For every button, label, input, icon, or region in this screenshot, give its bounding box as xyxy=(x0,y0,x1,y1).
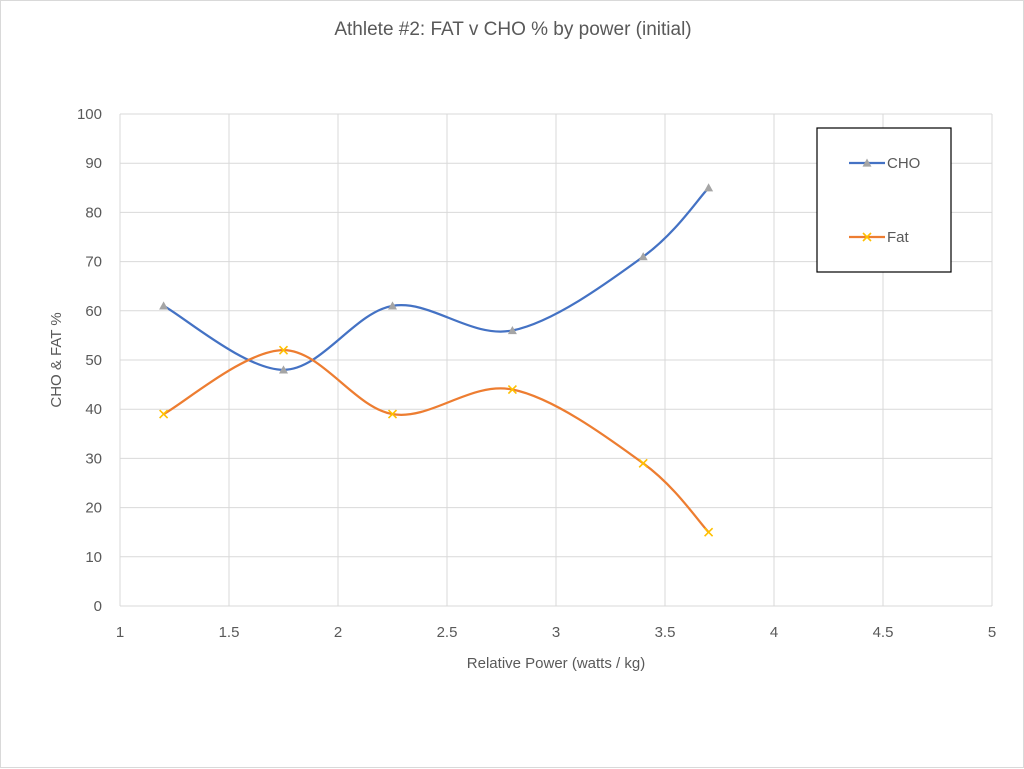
data-point-cho xyxy=(159,301,169,310)
x-tick-label: 3 xyxy=(552,624,560,641)
x-tick-label: 1.5 xyxy=(219,624,240,641)
y-tick-label: 50 xyxy=(85,352,102,369)
series-line-cho xyxy=(163,187,710,371)
data-point-fat xyxy=(638,458,648,468)
chart-title: Athlete #2: FAT v CHO % by power (initia… xyxy=(334,19,691,40)
series-line-fat xyxy=(163,349,710,533)
y-tick-label: 40 xyxy=(85,401,102,418)
y-axis-title: CHO & FAT % xyxy=(48,312,65,407)
y-tick-label: 100 xyxy=(77,106,102,123)
legend: CHO Fat xyxy=(816,127,952,273)
data-point-cho xyxy=(704,183,714,192)
x-tick-label: 4 xyxy=(770,624,778,641)
x-tick-label: 2 xyxy=(334,624,342,641)
legend-box xyxy=(816,127,952,273)
data-point-cho xyxy=(279,365,288,374)
data-point-cho xyxy=(507,325,517,335)
x-tick-label: 1 xyxy=(116,624,124,641)
legend-label-cho: CHO xyxy=(887,155,920,172)
y-tick-label: 30 xyxy=(85,450,102,467)
y-tick-label: 90 xyxy=(85,155,102,172)
tick-labels: 0 10 20 30 40 50 60 70 80 90 100 1 1.5 2 2.5 3 3.5 4 4.5 5 xyxy=(77,106,996,641)
y-tick-label: 20 xyxy=(85,500,102,517)
legend-label-fat: Fat xyxy=(887,229,910,246)
data-point-fat xyxy=(507,384,517,395)
y-tick-label: 0 xyxy=(94,598,102,615)
data-point-cho xyxy=(638,252,648,261)
y-tick-label: 80 xyxy=(85,204,102,221)
x-tick-label: 3.5 xyxy=(655,624,676,641)
y-tick-label: 60 xyxy=(85,303,102,320)
data-point-fat xyxy=(387,409,398,419)
data-point-cho xyxy=(388,301,397,310)
x-tick-label: 2.5 xyxy=(437,624,458,641)
data-point-fat xyxy=(278,345,289,355)
data-point-fat xyxy=(159,409,169,419)
series-layer xyxy=(159,183,714,537)
legend-marker-cho xyxy=(862,158,872,167)
x-axis-title: Relative Power (watts / kg) xyxy=(467,655,645,672)
data-point-fat xyxy=(704,527,714,537)
x-tick-label: 4.5 xyxy=(873,624,894,641)
gridlines xyxy=(119,113,993,607)
legend-marker-fat xyxy=(862,232,872,242)
x-tick-label: 5 xyxy=(988,624,996,641)
y-tick-label: 10 xyxy=(85,549,102,566)
y-tick-label: 70 xyxy=(85,254,102,271)
